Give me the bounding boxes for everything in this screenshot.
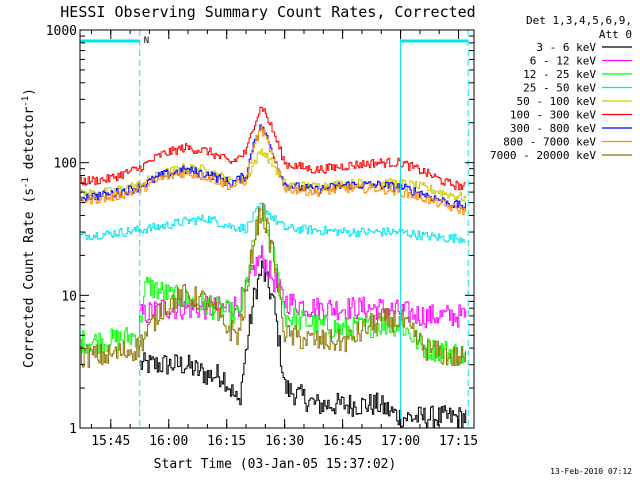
y-axis-label-mid: detector — [22, 107, 37, 178]
y-tick-label: 1 — [69, 422, 77, 437]
series-line-0 — [139, 260, 467, 428]
x-tick-label: 17:15 — [439, 434, 478, 449]
y-axis-label-end: ) — [22, 88, 37, 96]
legend-header-line-1: Det 1,3,4,5,6,9, — [526, 14, 632, 27]
chart-title: HESSI Observing Summary Count Rates, Cor… — [60, 3, 475, 21]
legend-header-line-2: Att 0 — [599, 28, 632, 41]
y-tick-label: 1000 — [46, 24, 77, 39]
series-line-5 — [80, 106, 466, 191]
series-line-2 — [80, 206, 466, 366]
legend-label-7: 800 - 7000 keV — [503, 136, 596, 149]
x-axis-label: Start Time (03-Jan-05 15:37:02) — [154, 457, 397, 472]
footer-date: 13-Feb-2010 07:12 — [550, 467, 632, 476]
y-axis-label: Corrected Count Rate (s-1 detector-1) — [21, 88, 37, 368]
legend-label-5: 100 - 300 keV — [510, 109, 596, 122]
x-tick-label: 17:00 — [381, 434, 420, 449]
y-axis-label-main: Corrected Count Rate (s — [22, 188, 37, 368]
x-tick-label: 16:30 — [265, 434, 304, 449]
y-axis-label-sup2: -1 — [21, 96, 31, 107]
series-line-7 — [80, 126, 466, 215]
legend-label-0: 3 - 6 keV — [536, 41, 596, 54]
y-axis-label-sup1: -1 — [21, 177, 31, 188]
legend-label-3: 25 - 50 keV — [523, 82, 596, 95]
series-line-3 — [80, 202, 466, 244]
legend-label-2: 12 - 25 keV — [523, 68, 596, 81]
axes: 1 10 100 1000 15:45 16:00 16:15 16:30 16:45 17:00… — [46, 24, 478, 449]
plot-frame — [79, 29, 475, 429]
x-tick-label: 16:45 — [323, 434, 362, 449]
legend-label-8: 7000 - 20000 keV — [490, 149, 596, 162]
y-tick-label: 10 — [61, 289, 77, 304]
x-tick-label: 15:45 — [91, 434, 130, 449]
legend-label-4: 50 - 100 keV — [517, 95, 597, 108]
x-tick-label: 16:15 — [207, 434, 246, 449]
series-line-1 — [139, 245, 467, 329]
plot-area: N — [80, 30, 469, 428]
legend-label-6: 300 - 800 keV — [510, 122, 596, 135]
night-marker-label: N — [144, 36, 149, 46]
legend-label-1: 6 - 12 keV — [530, 55, 597, 68]
y-tick-label: 100 — [54, 157, 77, 172]
x-tick-label: 16:00 — [149, 434, 188, 449]
